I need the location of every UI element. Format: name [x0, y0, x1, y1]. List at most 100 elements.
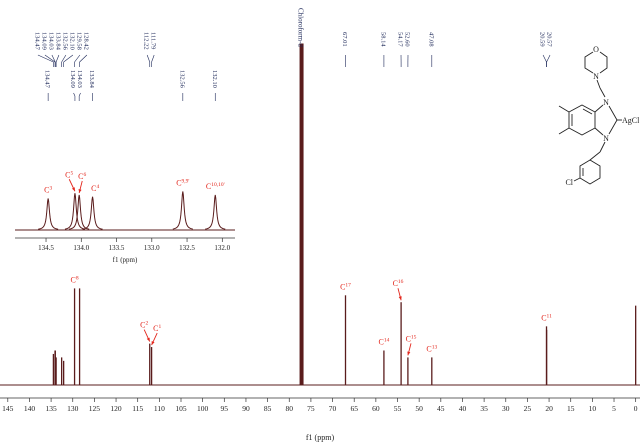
atom-label: C2 [140, 321, 148, 330]
atom-label: C16 [393, 279, 404, 288]
x-tick-label: 100 [197, 404, 209, 413]
inset-x-tick-label: 132.5 [179, 244, 195, 252]
inset-x-tick-label: 134.0 [73, 244, 89, 252]
atom-label-base: C [176, 179, 181, 188]
bond [596, 79, 601, 89]
x-tick-label: 135 [45, 404, 57, 413]
label-arrow-head [398, 296, 402, 301]
bond [594, 127, 604, 136]
peak-value-label: 132.10 [68, 32, 75, 50]
label-arrow-head [151, 341, 155, 346]
structure [558, 51, 622, 185]
atom-label-base: C [340, 282, 345, 291]
x-tick-label: 90 [242, 404, 250, 413]
atom-label: C4 [91, 184, 99, 193]
atom-label-sup: 4 [97, 184, 100, 190]
peak-value-label: 20.57 [546, 32, 553, 47]
x-tick-label: 65 [350, 404, 358, 413]
inset-x-tick-label: 133.0 [144, 244, 160, 252]
peak-value-label: 134.47 [33, 32, 40, 51]
bond [558, 127, 570, 135]
peak-value-label: 132.10 [211, 70, 218, 88]
bond [599, 141, 606, 153]
x-tick-label: 110 [154, 404, 165, 413]
bond [599, 87, 606, 98]
peak-value-label: 128.42 [82, 32, 89, 50]
peak-value-label: 132.56 [178, 70, 185, 89]
peak-value-label: 67.01 [341, 32, 348, 47]
atom-label-sup: 10,10' [211, 182, 224, 188]
inset-peak [64, 193, 86, 230]
atom-label-base: C [78, 172, 83, 181]
atom-label: C3 [44, 186, 52, 195]
inset-x-tick-label: 134.5 [38, 244, 54, 252]
label-arrow-head [71, 187, 75, 192]
x-tick-label: 75 [307, 404, 315, 413]
atom-label-sup: 16 [398, 279, 404, 285]
peak-leader [146, 54, 151, 63]
atom-cl: Cl [565, 178, 573, 187]
morpholine-ring [599, 51, 608, 74]
peak-leader [61, 54, 67, 63]
atom-label-base: C [426, 344, 431, 353]
inset-peak [38, 198, 59, 230]
x-tick-label: 5 [612, 404, 616, 413]
atom-label: C11 [541, 313, 552, 322]
x-tick-label: 115 [132, 404, 143, 413]
atom-label-sup: 9,9' [182, 179, 190, 185]
atom-label-sup: 14 [384, 338, 390, 344]
peak-value-label: 132.56 [61, 32, 68, 51]
atom-label: C15 [406, 334, 417, 343]
atom-label-sup: 2 [145, 321, 148, 327]
peak-value-label: 47.08 [427, 32, 434, 47]
peak-value-label: 20.59 [539, 32, 546, 47]
peak-value-label: 111.79 [150, 32, 157, 49]
atom-label-sup: 8 [76, 275, 79, 281]
inset-x-axis-label: f1 (ppm) [113, 256, 138, 264]
bond [608, 105, 618, 121]
peak-value-label: 134.09 [40, 32, 47, 50]
peak-value-label: 134.09 [69, 70, 76, 88]
x-tick-label: 10 [589, 404, 597, 413]
atom-label-sup: 13 [432, 344, 438, 350]
atom-n: N [603, 98, 609, 107]
x-tick-label: 55 [394, 404, 402, 413]
atom-label-sup: 3 [49, 186, 52, 192]
x-tick-label: 45 [437, 404, 445, 413]
atom-label-sup: 17 [345, 282, 351, 288]
atom-n: N [593, 72, 599, 81]
peak-leader [79, 54, 88, 63]
peak-value-label: 54.17 [397, 32, 404, 47]
inset-peak [82, 196, 103, 230]
label-arrow-head [146, 337, 150, 342]
x-tick-label: 95 [221, 404, 229, 413]
peak-value-label: 134.03 [76, 70, 83, 88]
label-arrow-head [78, 189, 82, 193]
bond [582, 108, 593, 115]
atom-label: C8 [71, 275, 79, 284]
atom-label: C9,9' [176, 179, 189, 188]
peak-leader [55, 54, 60, 63]
x-tick-label: 20 [545, 404, 553, 413]
peak-leader [78, 92, 81, 97]
inset-peak [205, 194, 226, 230]
atom-label-sup: 5 [71, 170, 74, 176]
atom-label: C5 [65, 170, 73, 179]
label-arrow-head [407, 351, 411, 356]
x-tick-label: 70 [329, 404, 337, 413]
atom-label-base: C [153, 324, 158, 333]
atom-label-base: C [206, 182, 211, 191]
inset-x-tick-label: 133.5 [109, 244, 125, 252]
bond [573, 177, 581, 182]
x-tick-label: 60 [372, 404, 380, 413]
peak-leader [73, 92, 76, 97]
x-tick-label: 85 [264, 404, 272, 413]
atom-label: C10,10' [206, 182, 225, 191]
peak-leader [151, 54, 155, 63]
peak-value-label: 52.60 [404, 32, 411, 47]
peak-value-label: 133.84 [88, 70, 95, 89]
peak-value-label: 58.14 [379, 32, 386, 47]
bond [608, 119, 618, 135]
atom-label-base: C [378, 338, 383, 347]
